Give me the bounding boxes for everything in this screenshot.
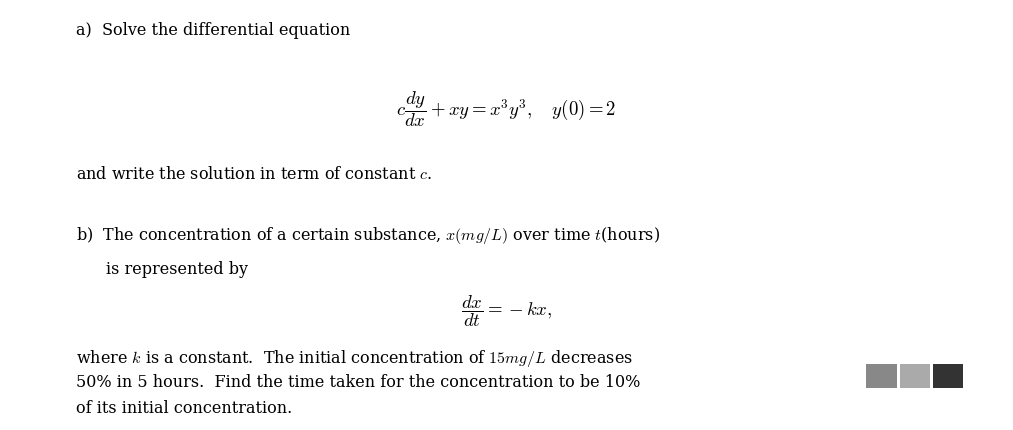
Text: $c\dfrac{dy}{dx} + xy = x^3y^3, \quad y(0) = 2$: $c\dfrac{dy}{dx} + xy = x^3y^3, \quad y(… bbox=[396, 89, 617, 129]
Bar bbox=[866, 364, 897, 388]
Text: is represented by: is represented by bbox=[106, 261, 248, 278]
Text: b)  The concentration of a certain substance, $x(mg/L)$ over time $t$(hours): b) The concentration of a certain substa… bbox=[76, 225, 660, 246]
Text: a)  Solve the differential equation: a) Solve the differential equation bbox=[76, 22, 350, 39]
Text: of its initial concentration.: of its initial concentration. bbox=[76, 399, 292, 417]
Bar bbox=[933, 364, 963, 388]
Text: and write the solution in term of constant $c$.: and write the solution in term of consta… bbox=[76, 166, 433, 183]
Text: 50% in 5 hours.  Find the time taken for the concentration to be 10%: 50% in 5 hours. Find the time taken for … bbox=[76, 374, 640, 391]
Text: $\dfrac{dx}{dt} = -kx,$: $\dfrac{dx}{dt} = -kx,$ bbox=[461, 293, 552, 329]
Bar bbox=[900, 364, 930, 388]
Text: where $k$ is a constant.  The initial concentration of $15mg/L$ decreases: where $k$ is a constant. The initial con… bbox=[76, 348, 633, 369]
